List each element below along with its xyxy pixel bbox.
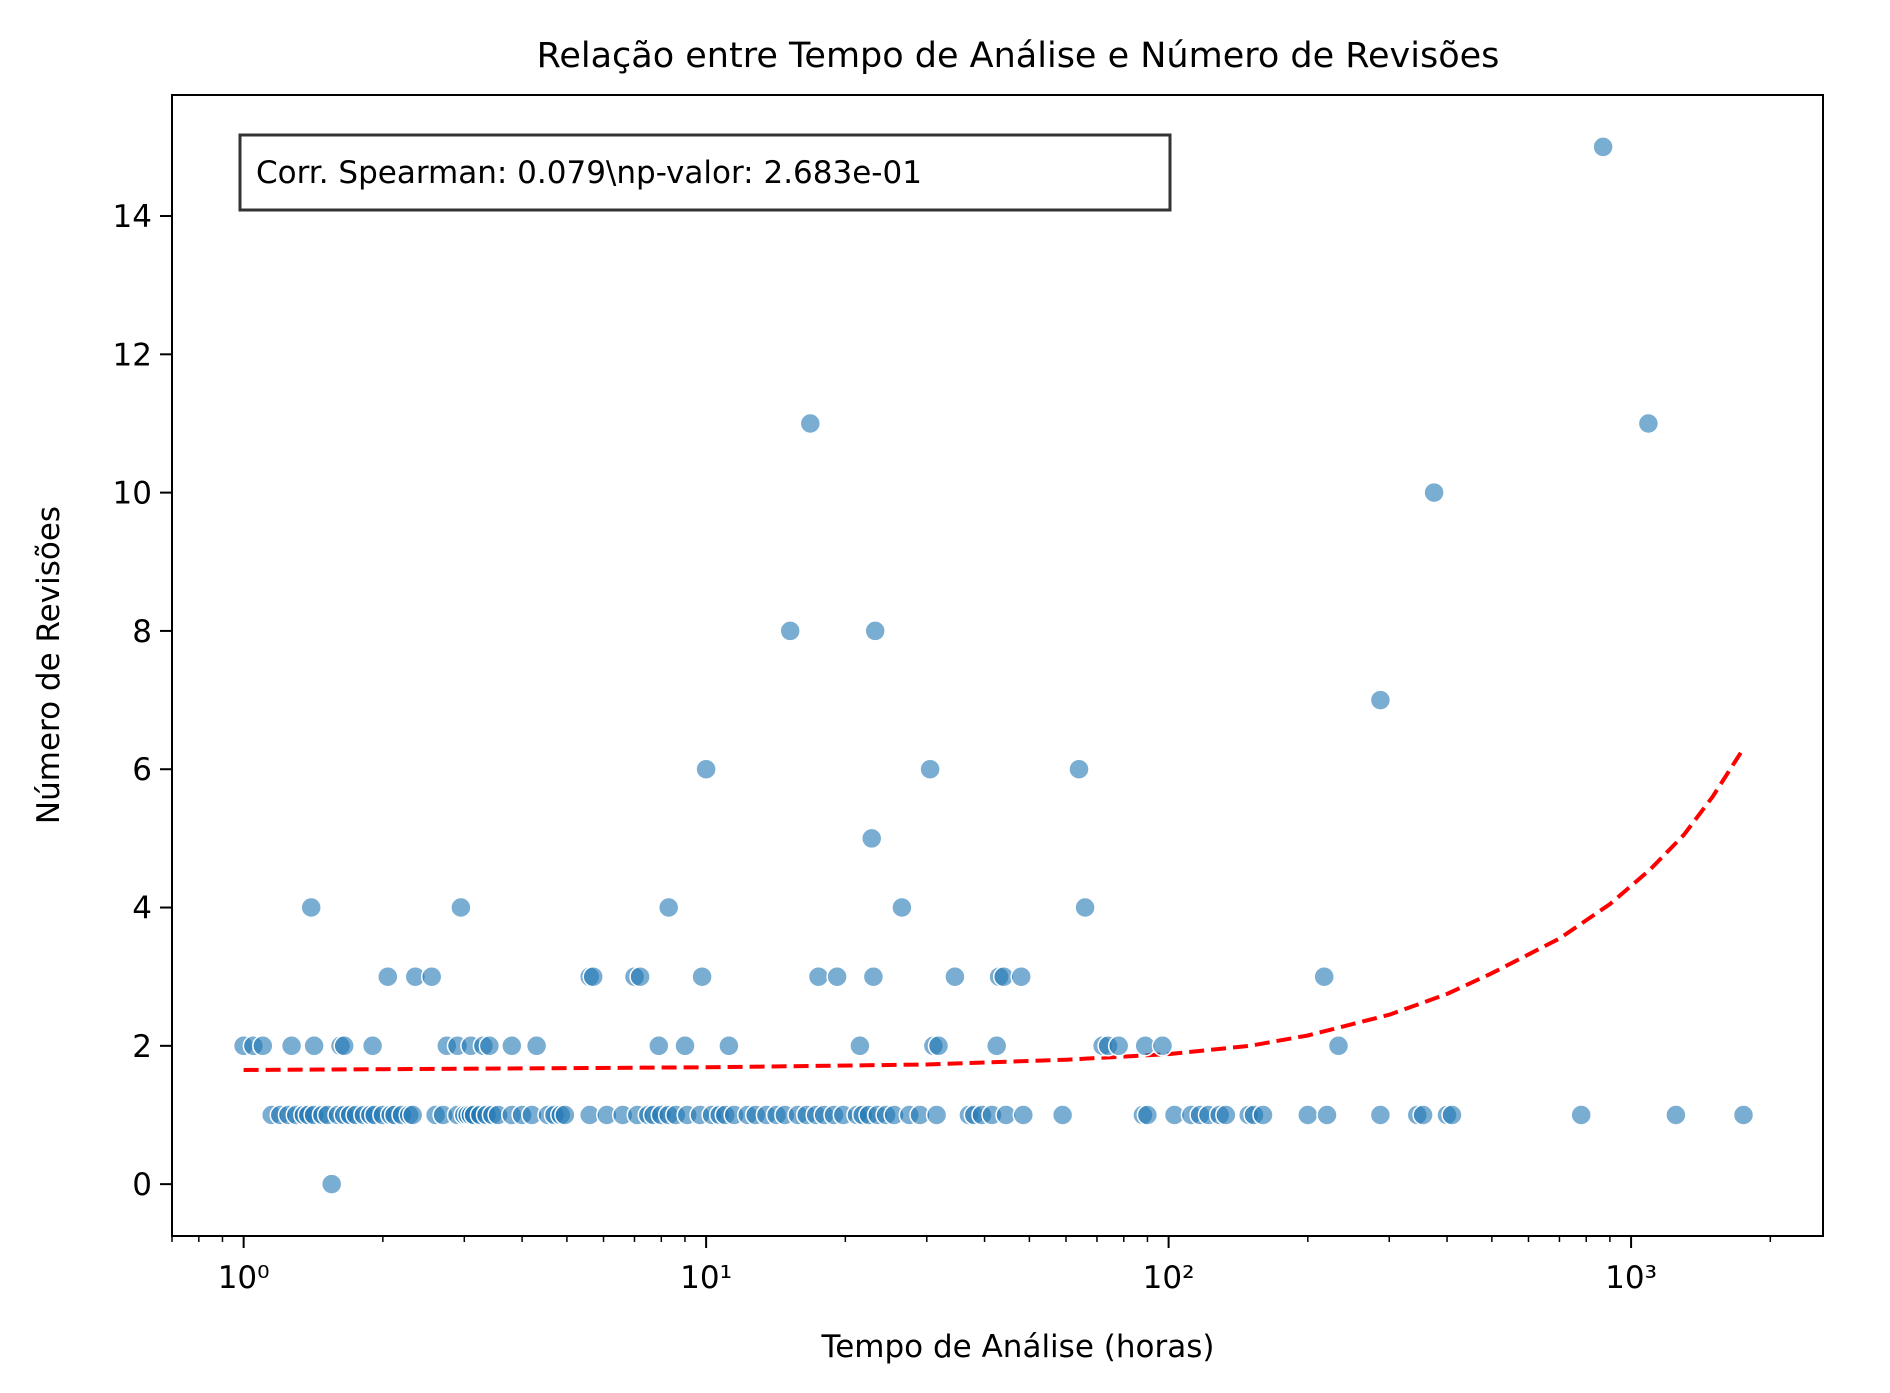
data-point-44 [944,965,966,988]
data-point-150 [1215,1104,1237,1126]
data-point-141 [1012,1104,1035,1126]
y-tick-label-4: 8 [132,614,152,650]
data-point-52 [1068,758,1090,780]
data-point-12 [478,1035,501,1057]
data-point-58 [1637,412,1660,435]
annotation-text: Corr. Spearman: 0.079\np-valor: 2.683e-0… [256,155,922,191]
data-point-31 [891,896,913,919]
data-point-50 [695,758,717,780]
data-point-158 [1412,1104,1434,1126]
annotation-box [238,133,1172,212]
data-point-51 [919,758,941,780]
data-point-37 [582,965,604,988]
x-tick-label-3: 10³ [1605,1260,1657,1296]
data-point-100 [554,1104,576,1126]
data-point-16 [674,1035,696,1057]
y-tick-label-6: 12 [113,337,152,373]
y-axis-group: 0 2 4 6 8 10 12 14 [113,199,172,1203]
y-axis-label: Número de Revisões [31,506,67,824]
trend-line-group [243,747,1746,1072]
stats-annotation: Corr. Spearman: 0.079\np-valor: 2.683e-0… [238,133,1172,212]
x-axis-group: 10⁰ 10¹ 10² 10³ [171,1236,1772,1296]
data-point-29 [450,896,472,919]
data-point-56 [864,620,886,642]
data-point-59 [1423,481,1445,504]
data-point-18 [849,1035,871,1057]
data-point-14 [525,1035,548,1057]
data-point-6 [333,1035,355,1057]
data-point-55 [779,620,801,642]
data-point-17 [718,1035,740,1057]
data-point-32 [1074,896,1096,919]
x-axis-label: Tempo de Análise (horas) [821,1329,1215,1365]
data-point-154 [1297,1104,1319,1126]
data-point-47 [1010,965,1032,988]
y-tick-label-2: 4 [132,891,152,927]
data-point-2 [252,1035,274,1057]
data-point-33 [377,965,399,988]
data-point-20 [927,1035,950,1057]
data-point-135 [925,1104,948,1126]
data-point-15 [648,1035,670,1057]
x-tick-label-0: 10⁰ [218,1260,270,1296]
x-tick-label-2: 10² [1143,1260,1195,1296]
data-point-160 [1441,1104,1463,1126]
chart-title: Relação entre Tempo de Análise e Número … [537,36,1500,76]
data-point-24 [1107,1035,1130,1057]
data-point-27 [1327,1035,1350,1057]
y-tick-label-7: 14 [113,199,152,235]
data-point-53 [860,827,883,850]
data-point-162 [1665,1104,1687,1126]
data-point-30 [657,896,680,919]
data-point-57 [799,412,822,435]
trend-line [243,747,1746,1072]
data-point-26 [1151,1035,1174,1057]
data-point-43 [862,965,885,988]
y-tick-label-5: 10 [113,476,152,512]
data-point-163 [1732,1104,1755,1126]
data-point-153 [1252,1104,1274,1126]
data-point-49 [320,1173,343,1195]
data-point-4 [303,1035,325,1057]
y-tick-label-0: 0 [132,1167,152,1203]
plot-frame [171,94,1824,1237]
y-tick-label-3: 6 [132,752,152,788]
y-tick-label-1: 2 [132,1029,152,1065]
data-points-group [232,136,1755,1195]
data-point-144 [1136,1104,1159,1126]
data-point-21 [985,1035,1008,1057]
data-point-41 [807,965,830,988]
data-point-40 [691,965,713,988]
data-point-48 [1313,965,1335,988]
data-point-60 [1592,136,1614,158]
data-point-142 [1051,1104,1074,1126]
data-point-39 [629,965,651,988]
data-point-28 [300,896,322,919]
data-point-54 [1369,689,1392,711]
data-point-156 [1369,1104,1392,1126]
x-tick-label-1: 10¹ [680,1260,732,1296]
data-point-35 [420,965,443,988]
data-point-3 [280,1035,303,1057]
data-point-13 [501,1035,523,1057]
data-point-82 [401,1104,424,1126]
data-point-155 [1316,1104,1338,1126]
data-point-42 [826,965,848,988]
data-point-161 [1570,1104,1592,1126]
data-point-7 [361,1035,384,1057]
